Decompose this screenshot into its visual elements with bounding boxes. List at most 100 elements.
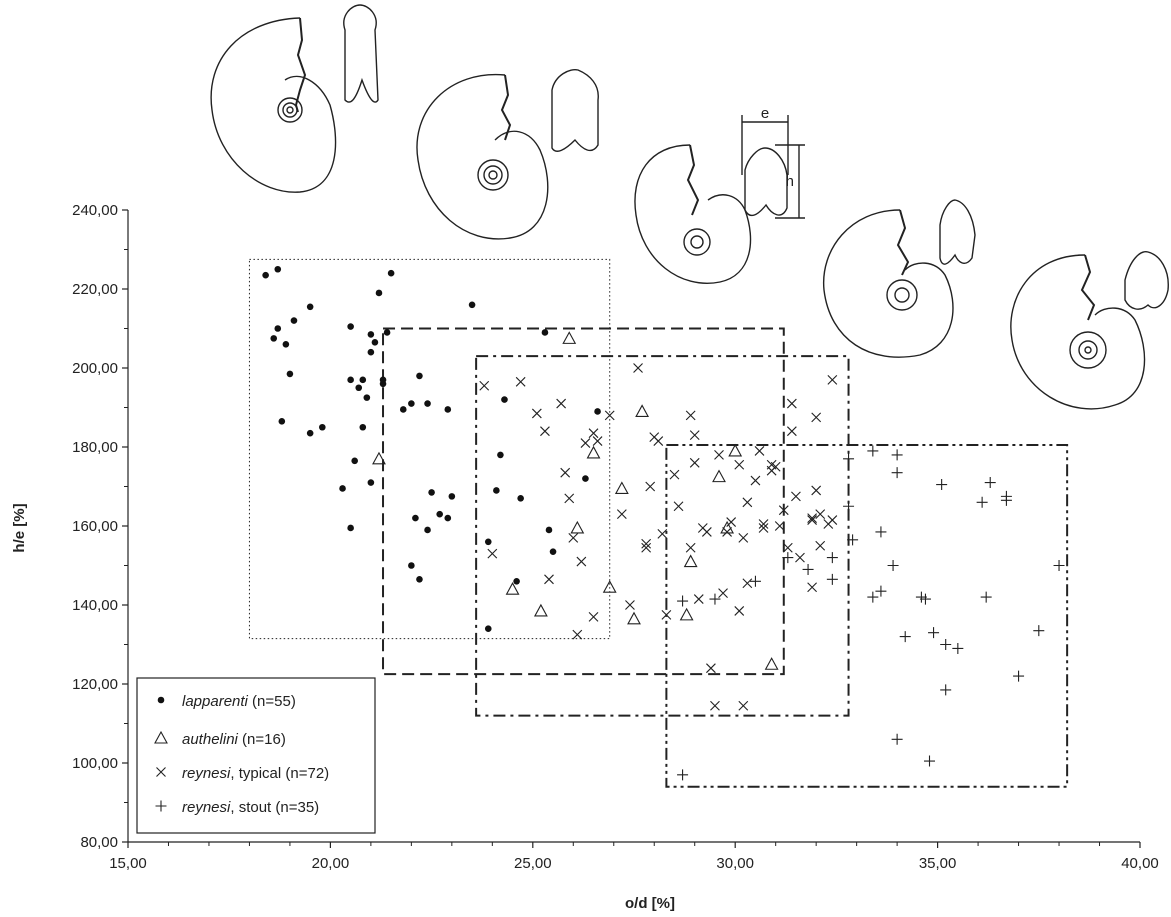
ammonite-drawing-3 xyxy=(634,115,805,284)
data-point-series-3 xyxy=(782,542,793,553)
data-point-series-3 xyxy=(811,412,822,423)
data-point-series-1 xyxy=(278,418,286,425)
ammonite-drawing-1 xyxy=(210,4,379,193)
data-point-series-1 xyxy=(270,335,278,342)
y-tick-label: 160,00 xyxy=(72,518,118,535)
y-tick-label: 100,00 xyxy=(72,755,118,772)
data-point-series-1 xyxy=(262,271,269,279)
data-point-series-2 xyxy=(635,404,650,417)
data-points xyxy=(262,265,1065,781)
data-point-series-3 xyxy=(693,594,704,604)
data-point-series-1 xyxy=(347,524,354,532)
y-tick-label: 180,00 xyxy=(72,439,118,456)
data-point-series-4 xyxy=(952,642,964,654)
x-tick-label: 25,00 xyxy=(514,855,552,872)
legend-entry-3-rest: , typical (n=72) xyxy=(230,765,329,782)
data-point-series-1 xyxy=(319,423,326,431)
ammonite-drawing-5 xyxy=(1010,251,1169,410)
legend-entry-1-italic: lapparenti xyxy=(182,693,249,710)
data-point-series-1 xyxy=(347,323,354,330)
data-point-series-4 xyxy=(887,560,899,571)
data-point-series-3 xyxy=(592,436,603,446)
data-point-series-3 xyxy=(685,410,696,421)
legend-entry-4: reynesi, stout (n=35) xyxy=(182,799,319,816)
legend-box xyxy=(136,677,376,834)
legend-entry-2: authelini (n=16) xyxy=(182,731,286,748)
data-point-series-2 xyxy=(372,451,386,465)
data-point-series-3 xyxy=(487,548,498,559)
data-point-series-1 xyxy=(399,406,407,413)
data-point-series-4 xyxy=(847,534,859,546)
legend-entry-1-rest: (n=55) xyxy=(248,693,296,710)
legend-markers xyxy=(154,696,168,812)
data-point-series-4 xyxy=(1013,670,1025,682)
data-point-series-1 xyxy=(436,510,443,518)
data-point-series-3 xyxy=(689,457,700,468)
x-tick-label: 15,00 xyxy=(109,855,147,872)
data-point-series-1 xyxy=(424,526,431,534)
data-point-series-4 xyxy=(976,496,988,508)
data-point-series-1 xyxy=(416,576,423,583)
data-point-series-3 xyxy=(714,450,724,460)
data-point-series-4 xyxy=(677,595,689,607)
y-axis-title: h/e [%] xyxy=(11,503,28,552)
data-point-series-4 xyxy=(875,585,887,597)
data-point-series-1 xyxy=(286,370,294,378)
data-point-series-4 xyxy=(875,526,887,538)
data-point-series-3 xyxy=(742,497,753,508)
data-point-series-3 xyxy=(742,578,753,589)
data-point-series-1 xyxy=(367,479,375,486)
ammonite-drawing-4 xyxy=(823,199,976,358)
range-box-series-2 xyxy=(382,327,785,676)
data-point-series-1 xyxy=(582,475,589,482)
data-point-series-1 xyxy=(367,348,375,356)
data-point-series-2 xyxy=(728,443,743,457)
data-point-series-3 xyxy=(685,542,696,553)
data-point-series-1 xyxy=(359,423,367,431)
data-point-series-3 xyxy=(754,446,765,456)
data-point-series-4 xyxy=(867,591,879,603)
data-point-series-3 xyxy=(657,529,668,539)
legend-entry-3: reynesi, typical (n=72) xyxy=(182,765,329,782)
data-point-series-3 xyxy=(673,501,684,512)
data-point-series-4 xyxy=(980,591,992,603)
data-point-series-3 xyxy=(641,538,652,549)
data-point-series-3 xyxy=(770,461,781,472)
y-tick-label: 120,00 xyxy=(72,676,118,693)
data-point-series-3 xyxy=(791,491,801,502)
data-point-series-3 xyxy=(576,556,587,567)
data-point-series-3 xyxy=(560,467,571,478)
y-tick-label: 80,00 xyxy=(80,834,118,851)
x-tick-label: 35,00 xyxy=(919,855,957,872)
data-point-series-1 xyxy=(306,303,314,311)
data-point-series-3 xyxy=(786,398,797,409)
data-point-series-3 xyxy=(786,426,797,437)
data-point-series-4 xyxy=(677,769,689,781)
data-point-series-1 xyxy=(359,376,367,384)
data-point-series-3 xyxy=(710,700,720,711)
data-point-series-2 xyxy=(720,520,735,534)
data-point-series-4 xyxy=(984,477,996,489)
data-point-series-1 xyxy=(274,325,282,332)
range-box-series-1 xyxy=(248,258,611,640)
legend-entry-4-rest: , stout (n=35) xyxy=(230,799,319,816)
x-tick-label: 30,00 xyxy=(716,855,754,872)
data-point-series-2 xyxy=(586,445,601,459)
x-axis-title: o/d [%] xyxy=(625,895,675,912)
legend-marker-4 xyxy=(155,800,167,812)
data-point-series-1 xyxy=(363,394,371,401)
legend-marker-2 xyxy=(154,730,168,744)
data-point-series-3 xyxy=(734,459,745,470)
data-point-series-3 xyxy=(689,430,700,441)
data-point-series-1 xyxy=(367,331,375,338)
data-point-series-1 xyxy=(387,269,395,277)
data-point-series-3 xyxy=(738,700,749,711)
data-point-series-4 xyxy=(891,733,903,745)
data-point-series-3 xyxy=(734,606,745,616)
data-point-series-3 xyxy=(633,363,643,373)
data-point-series-4 xyxy=(924,755,936,767)
data-point-series-3 xyxy=(604,410,615,421)
data-point-series-2 xyxy=(683,554,698,568)
data-point-series-1 xyxy=(513,578,520,585)
data-point-series-3 xyxy=(706,663,716,674)
